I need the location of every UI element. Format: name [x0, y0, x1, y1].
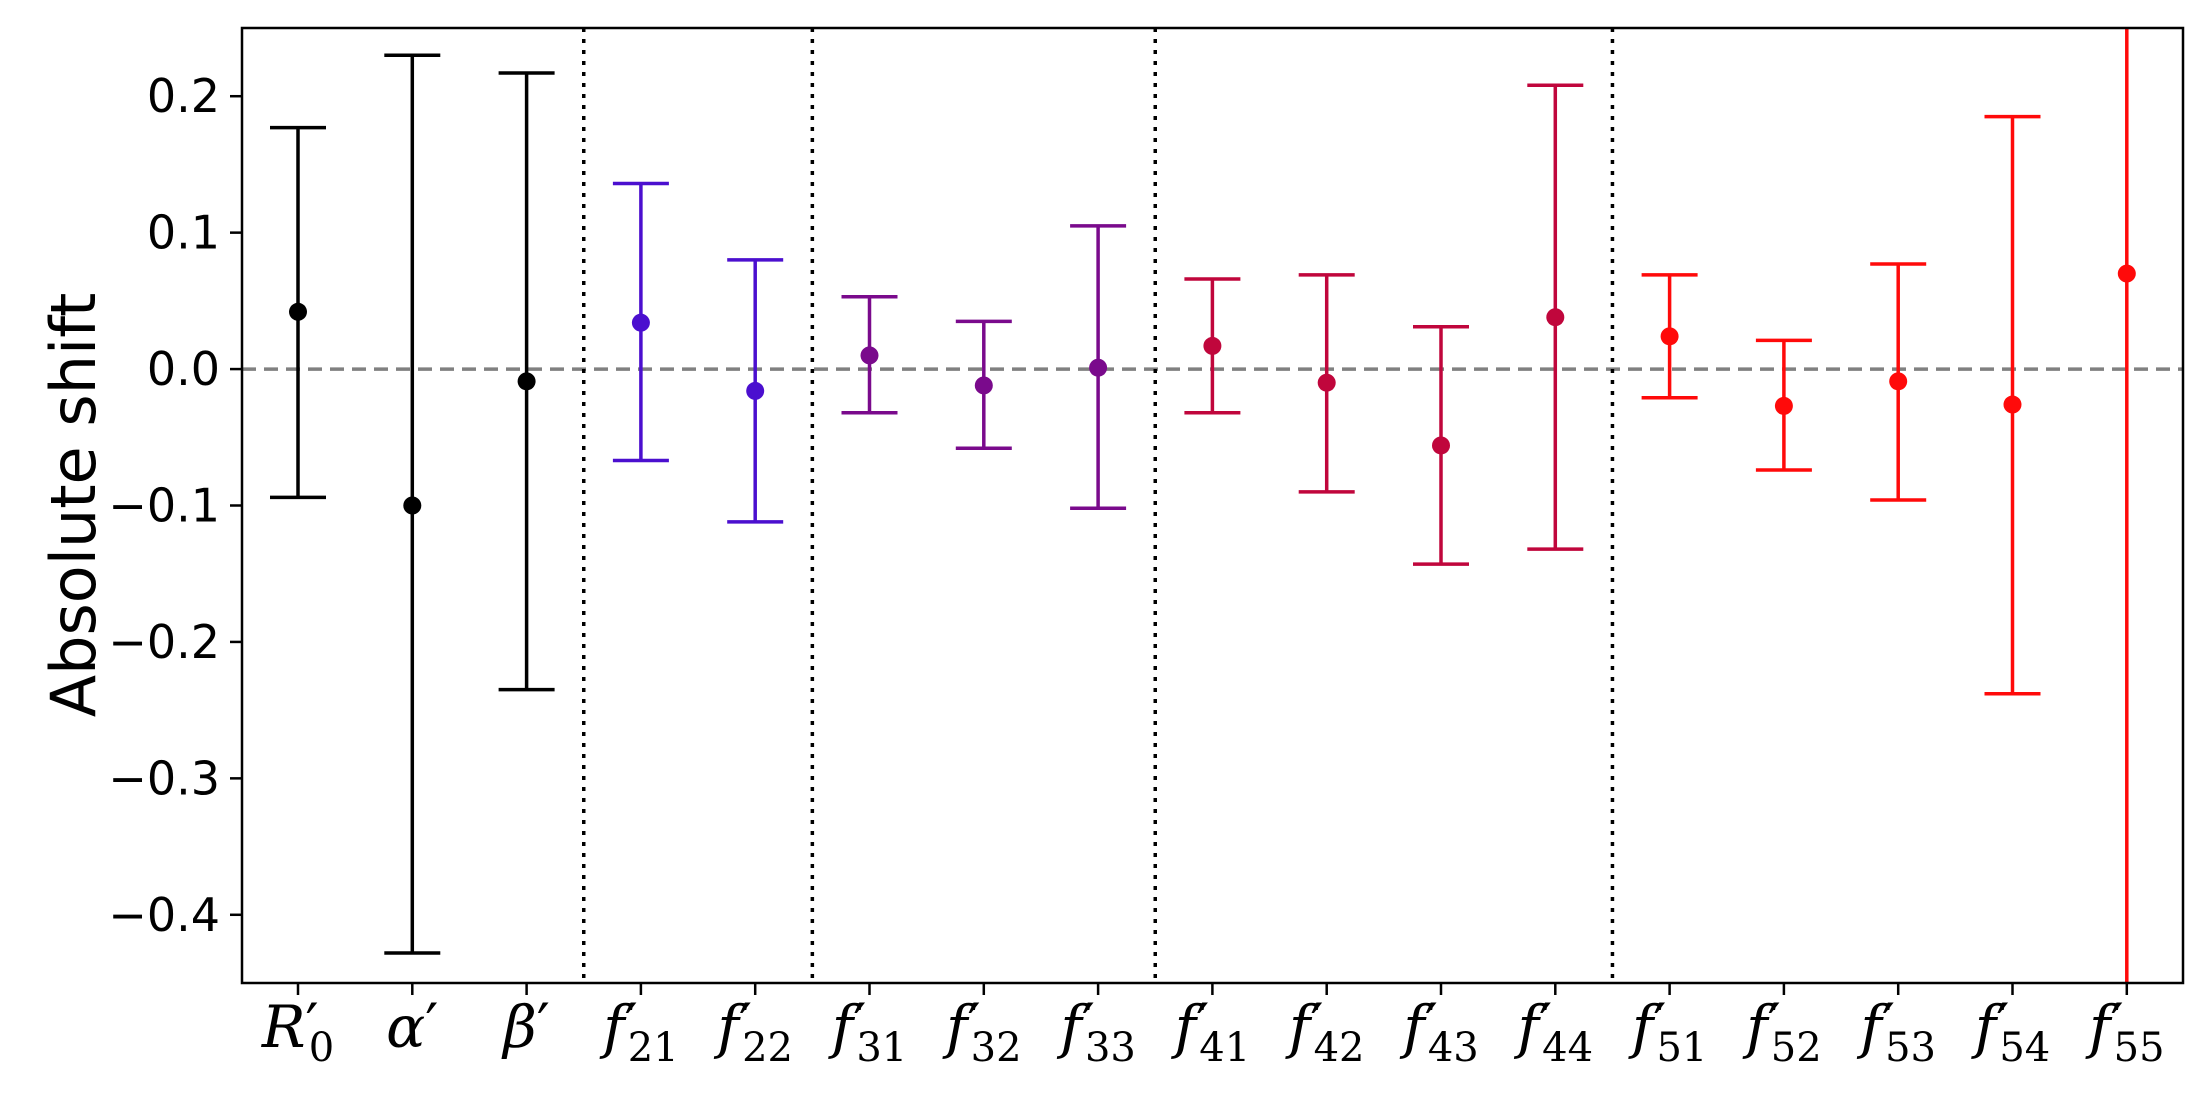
- data-point: [631, 313, 650, 332]
- data-point: [1432, 436, 1450, 455]
- error-bar: [2117, 28, 2136, 983]
- guide-layer: [242, 28, 2183, 983]
- x-tick-label: f′32: [942, 991, 1022, 1071]
- data-point: [2117, 264, 2136, 283]
- error-bar: [841, 295, 898, 415]
- y-tick-label: 0.2: [147, 69, 220, 123]
- data-point: [1660, 327, 1679, 346]
- x-tick-label: f′22: [713, 991, 793, 1071]
- data-point: [2003, 395, 2022, 414]
- y-tick-label: −0.2: [108, 615, 220, 669]
- y-tick-label: 0.1: [147, 206, 220, 260]
- data-point: [289, 302, 307, 321]
- error-bar: [1641, 273, 1698, 400]
- error-bar: [1755, 338, 1812, 472]
- x-tick-label: f′53: [1856, 991, 1936, 1071]
- x-tick-label: f′43: [1399, 991, 1479, 1071]
- x-tick-label: f′42: [1285, 991, 1365, 1071]
- x-tick-label: f′52: [1742, 991, 1822, 1071]
- y-tick-label: 0.0: [147, 342, 220, 396]
- x-tick-label: f′33: [1056, 991, 1136, 1071]
- error-bar: [1070, 224, 1127, 510]
- data-point: [1774, 396, 1793, 415]
- plot-frame: [240, 26, 2185, 985]
- error-bar: [1184, 277, 1241, 415]
- axes-layer: [230, 26, 2185, 995]
- error-bar: [1298, 273, 1355, 494]
- data-point: [1317, 373, 1336, 392]
- error-bar: [384, 53, 441, 955]
- y-tick-label: −0.1: [108, 479, 220, 533]
- error-bar: [1870, 262, 1927, 502]
- error-bar: [1984, 114, 2041, 696]
- error-bar-layer: [270, 28, 2136, 983]
- y-tick-label: −0.3: [108, 751, 220, 805]
- x-tick-label: f′54: [1971, 991, 2051, 1071]
- error-bar: [955, 319, 1012, 450]
- x-tick-label: f′44: [1514, 991, 1594, 1071]
- x-tick-label: f′51: [1628, 991, 1708, 1071]
- data-point: [403, 496, 422, 515]
- error-bar: [1527, 83, 1584, 551]
- x-tick-label: β′: [501, 991, 550, 1061]
- tick-label-layer: 0.2 0.1 0.0 −0.1 −0.2 −0.3 −0.4 R′0 α′ β′ f′21 f′22…: [108, 69, 2164, 1071]
- data-point: [746, 381, 765, 400]
- x-tick-label: f′55: [2085, 991, 2165, 1071]
- data-point: [517, 372, 536, 391]
- error-bar: [1413, 325, 1469, 566]
- data-point: [1889, 372, 1908, 391]
- error-bar: [727, 258, 784, 524]
- data-point: [1203, 336, 1222, 355]
- error-bar: [270, 125, 326, 500]
- x-tick-label: α′: [386, 991, 438, 1061]
- y-axis-label: Absolute shift: [37, 293, 110, 718]
- x-tick-label: f′21: [599, 991, 679, 1071]
- y-tick-label: −0.4: [108, 888, 220, 942]
- error-bar: [498, 71, 555, 692]
- data-point: [974, 376, 993, 395]
- x-tick-label: f′31: [828, 991, 908, 1071]
- data-point: [1089, 358, 1108, 377]
- x-tick-label: R′0: [261, 991, 334, 1071]
- data-point: [860, 346, 879, 365]
- data-point: [1546, 308, 1565, 327]
- error-bar: [612, 181, 669, 463]
- x-tick-label: f′41: [1171, 991, 1251, 1071]
